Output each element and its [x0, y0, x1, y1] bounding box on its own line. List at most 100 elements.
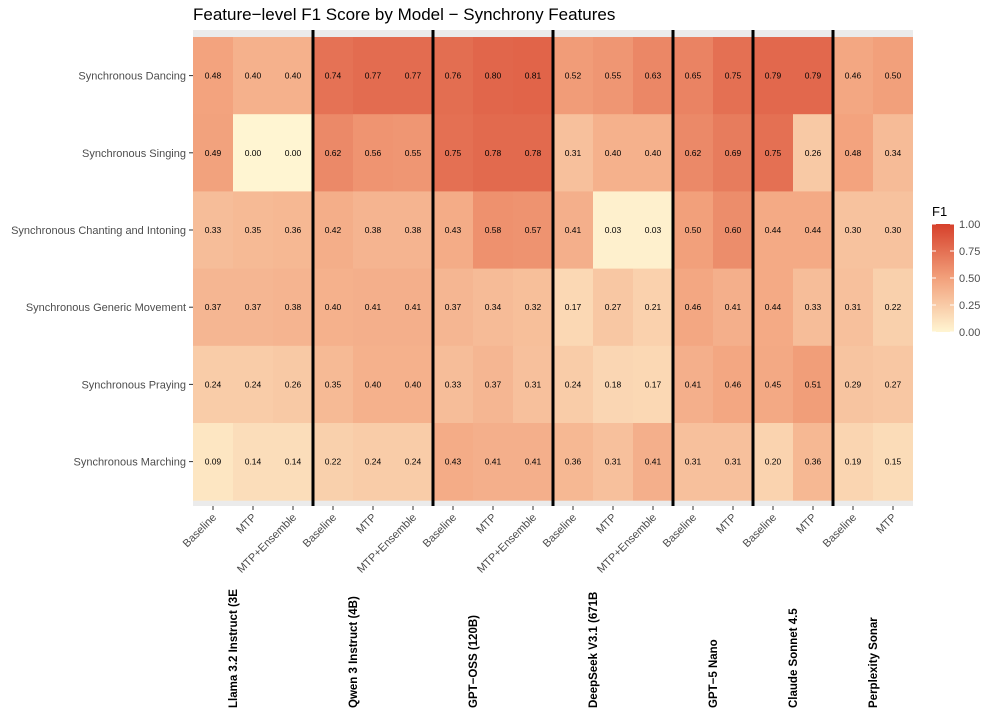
cell-value-label: 0.03 [605, 225, 622, 235]
model-label: GPT−OSS (120B) [468, 615, 480, 708]
heatmap-cell [313, 345, 353, 424]
model-label: Perplexity Sonar [868, 617, 880, 708]
column-label: Baseline [821, 512, 859, 550]
heatmap-cell [793, 191, 833, 270]
heatmap-cell [833, 114, 873, 192]
heatmap-cell [313, 191, 353, 270]
heatmap-cell [873, 268, 913, 347]
cell-value-label: 0.31 [845, 302, 862, 312]
heatmap-cell [633, 37, 673, 115]
cell-value-label: 0.30 [885, 225, 902, 235]
cell-value-label: 0.65 [685, 71, 702, 81]
cell-value-label: 0.03 [645, 225, 662, 235]
heatmap-cell [753, 423, 793, 501]
heatmap-cell [193, 37, 233, 115]
heatmap-cell [193, 345, 233, 424]
cell-value-label: 0.40 [325, 302, 342, 312]
legend-tick-label: 1.00 [959, 219, 980, 231]
heatmap-cell [593, 37, 633, 115]
cell-value-label: 0.18 [605, 379, 622, 389]
heatmap-cell [713, 114, 753, 192]
cell-value-label: 0.75 [445, 148, 462, 158]
heatmap-cell [393, 423, 433, 501]
cell-value-label: 0.33 [205, 225, 222, 235]
cell-value-label: 0.42 [325, 225, 342, 235]
heatmap-cell [393, 345, 433, 424]
cell-value-label: 0.75 [725, 71, 742, 81]
heatmap-cell [353, 191, 393, 270]
cell-value-label: 0.45 [765, 379, 782, 389]
heatmap-cell [793, 268, 833, 347]
cell-value-label: 0.33 [805, 302, 822, 312]
heatmap-cell [593, 345, 633, 424]
chart-title: Feature−level F1 Score by Model − Synchr… [193, 5, 615, 24]
heatmap-cell [553, 423, 593, 501]
cell-value-label: 0.00 [245, 148, 262, 158]
heatmap-cell [673, 423, 713, 501]
heatmap-cell [233, 37, 273, 115]
row-label: Synchronous Chanting and Intoning [11, 225, 186, 237]
cell-value-label: 0.17 [645, 379, 662, 389]
heatmap-cell [513, 37, 553, 115]
cell-value-label: 0.36 [805, 457, 822, 467]
heatmap-cell [353, 114, 393, 192]
heatmap-cell [713, 191, 753, 270]
cell-value-label: 0.36 [565, 457, 582, 467]
cell-value-label: 0.81 [525, 71, 542, 81]
heatmap-cell [313, 268, 353, 347]
legend-tick-label: 0.00 [959, 327, 980, 339]
heatmap-cell [193, 114, 233, 192]
cell-value-label: 0.27 [885, 379, 902, 389]
column-label: MTP [794, 512, 819, 537]
cell-value-label: 0.27 [605, 302, 622, 312]
cell-value-label: 0.43 [445, 225, 462, 235]
legend-colorbar [932, 224, 954, 332]
heatmap-cell [433, 345, 473, 424]
cell-value-label: 0.78 [525, 148, 542, 158]
cell-value-label: 0.24 [205, 379, 222, 389]
cell-value-label: 0.44 [765, 225, 782, 235]
cell-value-label: 0.26 [805, 148, 822, 158]
cell-value-label: 0.77 [405, 71, 422, 81]
heatmap-cell [233, 423, 273, 501]
cell-value-label: 0.41 [725, 302, 742, 312]
heatmap-cell [513, 191, 553, 270]
legend-tick-label: 0.25 [959, 300, 980, 312]
column-label: Baseline [421, 512, 459, 550]
model-label: DeepSeek V3.1 (671B [588, 592, 600, 708]
heatmap-cell [673, 37, 713, 115]
column-label: Baseline [741, 512, 779, 550]
cell-value-label: 0.46 [725, 379, 742, 389]
cell-value-label: 0.24 [565, 379, 582, 389]
row-label: Synchronous Singing [82, 148, 186, 160]
cell-value-label: 0.22 [885, 302, 902, 312]
row-label: Synchronous Generic Movement [26, 302, 186, 314]
heatmap-cell [393, 37, 433, 115]
cell-value-label: 0.21 [645, 302, 662, 312]
cell-value-label: 0.79 [805, 71, 822, 81]
cell-value-label: 0.77 [365, 71, 382, 81]
heatmap-cell [273, 345, 313, 424]
cell-value-label: 0.40 [365, 379, 382, 389]
heatmap-cell [833, 423, 873, 501]
heatmap-cell [473, 268, 513, 347]
cell-value-label: 0.43 [445, 457, 462, 467]
heatmap-cell [193, 423, 233, 501]
heatmap-cell [793, 345, 833, 424]
cell-value-label: 0.40 [605, 148, 622, 158]
heatmap-cell [753, 114, 793, 192]
row-label: Synchronous Dancing [78, 71, 186, 83]
cell-value-label: 0.55 [405, 148, 422, 158]
cell-value-label: 0.52 [565, 71, 582, 81]
legend: F1 1.00 0.75 0.50 0.25 0.00 [932, 204, 980, 339]
row-label: Synchronous Marching [73, 457, 186, 469]
heatmap-cell [393, 268, 433, 347]
cell-value-label: 0.40 [245, 71, 262, 81]
cell-value-label: 0.38 [365, 225, 382, 235]
heatmap-cell [353, 268, 393, 347]
cell-value-label: 0.26 [285, 379, 302, 389]
cell-value-label: 0.69 [725, 148, 742, 158]
heatmap-cell [513, 423, 553, 501]
cell-value-label: 0.50 [885, 71, 902, 81]
cell-value-label: 0.31 [565, 148, 582, 158]
